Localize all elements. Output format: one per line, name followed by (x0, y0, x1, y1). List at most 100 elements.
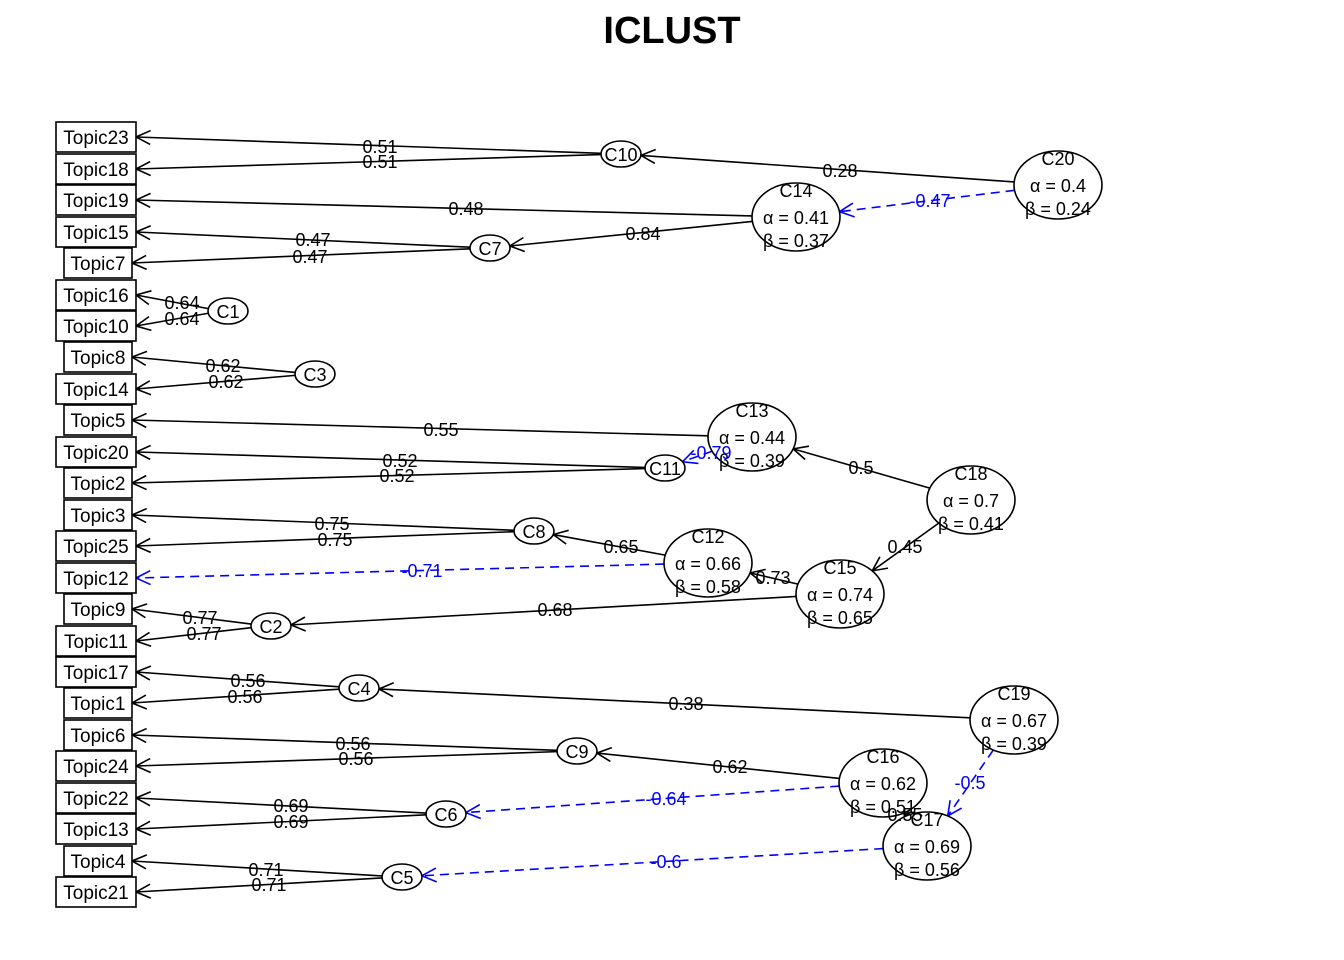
edge-label: 0.64 (164, 293, 199, 313)
nodes-layer: Topic23 Topic18 Topic19 Topic15 Topic7 Topic1… (55, 121, 1103, 908)
item-label: Topic3 (71, 506, 126, 527)
edge-label: 0.56 (230, 671, 265, 691)
edge-label: 0.62 (712, 757, 747, 777)
item-box-topic18: Topic18 (55, 153, 137, 185)
item-box-topic14: Topic14 (55, 373, 137, 405)
edge-label: 0.38 (668, 694, 703, 714)
edge-label: 0.75 (317, 530, 352, 550)
edge-labels-layer: 0.510.51 0.28-0.470.480.840.470.470.640.6… (164, 137, 985, 895)
cluster-node-c13: C13 α = 0.44 β = 0.39 (707, 401, 797, 472)
edge-label: 0.51 (362, 137, 397, 157)
item-label: Topic7 (71, 254, 126, 275)
cluster-node-c18: C18 α = 0.7 β = 0.41 (926, 464, 1016, 535)
item-label: Topic13 (63, 820, 129, 841)
cluster-node-c19: C19 α = 0.67 β = 0.39 (969, 684, 1059, 755)
item-box-topic10: Topic10 (55, 310, 137, 342)
cluster-node-c17: C17 α = 0.69 β = 0.56 (882, 810, 972, 881)
cluster-name: C1 (216, 302, 239, 322)
item-box-topic1: Topic1 (63, 687, 133, 719)
item-label: Topic12 (63, 569, 129, 590)
edge-label: 0.68 (537, 600, 572, 620)
edge-label: 0.48 (448, 199, 483, 219)
cluster-alpha: α = 0.74 (807, 585, 873, 605)
cluster-name: C13 (735, 401, 768, 421)
item-label: Topic24 (63, 757, 129, 778)
cluster-name: C9 (565, 742, 588, 762)
cluster-node-c2: C2 (250, 612, 292, 640)
edge-label: 0.56 (335, 734, 370, 754)
item-label: Topic5 (71, 411, 126, 432)
cluster-name: C16 (866, 747, 899, 767)
item-box-topic12: Topic12 (55, 562, 137, 594)
cluster-node-c16: C16 α = 0.62 β = 0.51 (838, 747, 928, 818)
edge-label: 0.56 (338, 749, 373, 769)
edge-label: 0.55 (423, 420, 458, 440)
cluster-beta: β = 0.39 (719, 451, 785, 471)
item-box-topic8: Topic8 (63, 341, 133, 373)
cluster-node-c15: C15 α = 0.74 β = 0.65 (795, 558, 885, 629)
edge-label: -0.79 (690, 443, 731, 463)
edge-label: 0.71 (251, 875, 286, 895)
cluster-beta: β = 0.24 (1025, 199, 1091, 219)
cluster-name: C7 (478, 239, 501, 259)
item-label: Topic1 (71, 694, 126, 715)
edge-label: 0.28 (822, 161, 857, 181)
edge-C12-Topic12 (134, 563, 665, 586)
item-box-topic2: Topic2 (63, 467, 133, 499)
item-label: Topic18 (63, 160, 129, 181)
cluster-beta: β = 0.39 (981, 734, 1047, 754)
item-label: Topic19 (63, 191, 129, 212)
diagram-title: ICLUST (603, 10, 740, 52)
cluster-alpha: α = 0.44 (719, 428, 785, 448)
edge-label: 0.69 (273, 812, 308, 832)
cluster-alpha: α = 0.4 (1030, 176, 1086, 196)
edge-label: 0.47 (292, 247, 327, 267)
edge-label: 0.52 (379, 466, 414, 486)
item-box-topic6: Topic6 (63, 719, 133, 751)
cluster-beta: β = 0.41 (938, 514, 1004, 534)
item-box-topic24: Topic24 (55, 750, 137, 782)
item-box-topic22: Topic22 (55, 782, 137, 814)
cluster-name: C14 (779, 181, 812, 201)
edge-label: 0.73 (755, 568, 790, 588)
item-box-topic13: Topic13 (55, 813, 137, 845)
cluster-name: C10 (604, 145, 637, 165)
edges-layer (130, 129, 1015, 899)
cluster-node-c11: C11 (644, 454, 686, 482)
edge-label: 0.5 (848, 458, 873, 478)
cluster-name: C3 (303, 365, 326, 385)
item-label: Topic8 (71, 348, 126, 369)
item-box-topic4: Topic4 (63, 845, 133, 877)
edge-label: 0.84 (625, 224, 660, 244)
cluster-node-c6: C6 (425, 800, 467, 828)
item-label: Topic16 (63, 286, 129, 307)
cluster-node-c1: C1 (207, 297, 249, 325)
item-label: Topic2 (71, 474, 126, 495)
arrowhead (837, 202, 855, 218)
cluster-alpha: α = 0.41 (763, 208, 829, 228)
edge-label: 0.52 (382, 451, 417, 471)
edge-C13-Topic5 (130, 412, 709, 437)
item-label: Topic6 (71, 726, 126, 747)
edge-label: -0.47 (909, 191, 950, 211)
edge-label: 0.47 (295, 230, 330, 250)
cluster-alpha: α = 0.62 (850, 774, 916, 794)
edge-label: 0.45 (887, 537, 922, 557)
cluster-alpha: α = 0.67 (981, 711, 1047, 731)
cluster-beta: β = 0.37 (763, 231, 829, 251)
cluster-node-c4: C4 (338, 674, 380, 702)
cluster-node-c3: C3 (294, 360, 336, 388)
item-box-topic9: Topic9 (63, 593, 133, 625)
cluster-name: C18 (954, 464, 987, 484)
cluster-node-c8: C8 (513, 517, 555, 545)
cluster-beta: β = 0.56 (894, 860, 960, 880)
edge-label: -0.71 (401, 561, 442, 581)
item-box-topic20: Topic20 (55, 436, 137, 468)
cluster-beta: β = 0.65 (807, 608, 873, 628)
item-label: Topic15 (63, 223, 129, 244)
item-label: Topic25 (63, 537, 129, 558)
cluster-node-c20: C20 α = 0.4 β = 0.24 (1013, 149, 1103, 220)
cluster-name: C17 (910, 810, 943, 830)
edge-label: 0.62 (208, 372, 243, 392)
